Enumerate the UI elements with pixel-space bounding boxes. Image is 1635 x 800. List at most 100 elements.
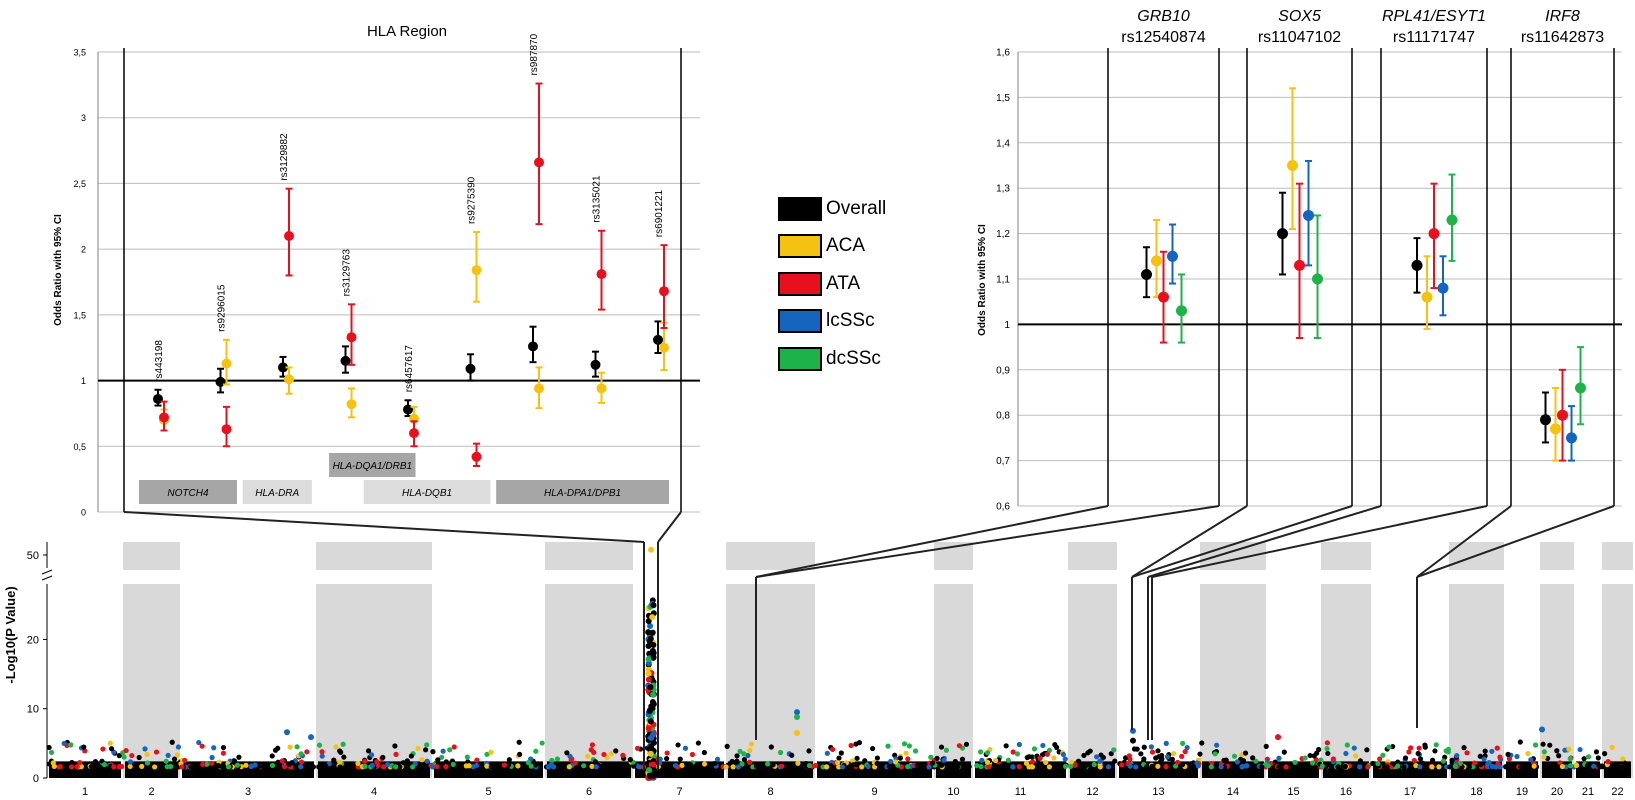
manhattan-point [1163,764,1169,770]
manhattan-point [1609,744,1615,750]
manhattan-point [488,764,494,770]
loci-ytick: 1,2 [996,229,1010,240]
manhattan-point [1208,764,1214,770]
locus-gene: GRB10 [1137,8,1190,25]
manhattan-point [770,762,776,768]
manhattan-point [1214,742,1220,748]
manhattan-point [152,764,158,770]
manhattan-point [310,764,317,770]
snp-label: rs3129763 [342,249,353,297]
manhattan-point [234,762,241,768]
manhattan-point [429,764,436,770]
manhattan-point [1175,759,1181,765]
manhattan-point [1318,757,1324,763]
manhattan-point [592,759,598,765]
manhattan-point [783,764,789,770]
legend-label: ATA [826,272,861,294]
manhattan-point [1497,754,1503,760]
manhattan-point [1380,752,1386,758]
manhattan-point [753,763,760,769]
hla-ata-point [471,451,482,462]
connector [123,511,645,543]
manhattan-point [424,742,430,748]
locus-overall-point [1277,228,1288,240]
manhattan-point [450,761,456,768]
manhattan-point [175,744,182,750]
manhattan-point [1243,763,1249,769]
manhattan-point [714,756,721,762]
manhattan-point [901,741,908,747]
chromosome-band [123,584,180,778]
manhattan-point [501,762,508,768]
manhattan-point [1163,740,1169,746]
manhattan-hla-point [649,698,656,705]
manhattan-point [885,743,891,749]
legend-item: ACA [778,228,908,266]
manhattan-point [1531,763,1537,769]
manhattan-point [56,764,62,770]
manhattan-point [1420,760,1426,766]
manhattan-point [1197,751,1203,757]
manhattan-point [362,763,368,769]
manhattan-point [903,750,909,756]
manhattan-point [188,764,194,770]
manhattan-hla-point [645,618,652,625]
gene-label: NOTCH4 [167,488,209,499]
manhattan-point [419,757,425,763]
manhattan-hla-point [647,773,654,780]
manhattan-point [1413,763,1419,769]
manhattan-point [1144,764,1150,770]
hla-ytick: 3 [81,113,86,123]
chromosome-label: 9 [871,786,877,798]
loci-ylabel: Odds Ratio with 95% CI [977,224,988,336]
manhattan-point [1335,764,1341,770]
manhattan-point [1292,759,1298,765]
manhattan-point [806,762,812,769]
manhattan-point [1577,746,1583,753]
manhattan-point [941,757,947,763]
manhattan-point [1364,747,1370,753]
manhattan-hla-point [649,614,656,621]
manhattan-point [1148,744,1155,750]
locus-overall-point [1141,268,1152,280]
manhattan-point [171,756,178,762]
manhattan-point [1596,764,1603,770]
manhattan-point [1005,757,1012,763]
gene-box [496,480,669,504]
hla-ata-point [596,269,607,280]
manhattan-point [341,754,347,760]
manhattan-point [897,755,903,761]
manhattan-point [1573,762,1580,769]
manhattan-point [1528,757,1534,763]
manhattan-point [422,747,429,753]
manhattan-point [1283,764,1289,770]
manhattan-hla-point [650,691,657,698]
manhattan-point [664,756,670,762]
legend-item: ATA [778,265,908,303]
manhattan-point [1464,750,1470,756]
manhattan-point [1422,744,1428,750]
manhattan-point [551,764,557,770]
manhattan-point [374,759,380,765]
manhattan-point [1325,750,1331,757]
manhattan-point [209,754,215,761]
legend-label: ACA [826,235,866,257]
chromosome-label: 15 [1287,786,1299,798]
manhattan-point [488,749,494,755]
manhattan-point [1234,759,1241,765]
manhattan-point [836,764,842,770]
legend-item: Overall [778,190,908,228]
manhattan-point [1180,740,1186,747]
manhattan-point [368,752,375,758]
manhattan-point [1153,755,1159,761]
manhattan-point [209,760,215,766]
manhattan-hla-point [650,739,657,746]
manhattan-point [701,749,707,756]
manhattan-point [1532,742,1539,748]
manhattan-point [724,743,730,749]
manhattan-point [1046,764,1052,770]
manhattan-point [1449,757,1455,763]
manhattan-point [1566,746,1572,752]
manhattan-point [1556,753,1562,759]
manhattan-point [298,764,304,770]
